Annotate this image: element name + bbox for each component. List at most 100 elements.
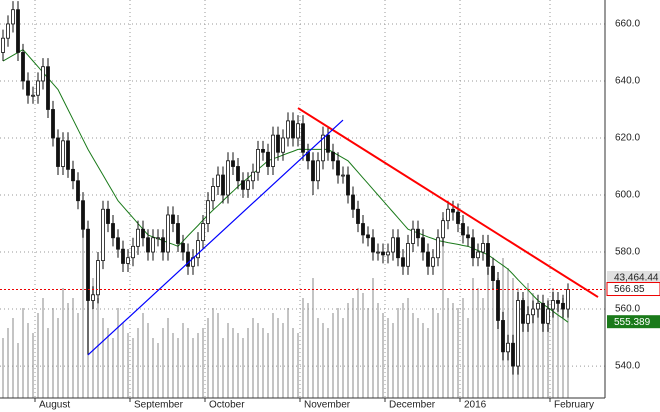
candle-body [376, 251, 380, 254]
candle-body [131, 245, 135, 259]
candle-body [26, 80, 30, 96]
candle-body [351, 194, 355, 210]
candle-body [516, 300, 520, 367]
volume-bar [202, 328, 204, 398]
volume-bar [337, 308, 339, 398]
volume-bar [487, 268, 489, 398]
candle-body [151, 237, 155, 253]
candle-body [491, 265, 495, 281]
volume-bar [477, 288, 479, 398]
candle-body [61, 140, 65, 167]
y-tick-label: 540.0 [615, 361, 640, 372]
volume-bar [412, 313, 414, 398]
x-tick-label: August [39, 400, 70, 411]
candle-body [276, 134, 280, 153]
volume-bar [162, 328, 164, 398]
volume-bar [112, 338, 114, 398]
volume-bar [347, 303, 349, 398]
candle-body [396, 237, 400, 259]
candle-body [366, 234, 370, 239]
candle-body [341, 174, 345, 177]
candle-body [421, 237, 425, 253]
candle-body [66, 140, 70, 170]
volume-bar [557, 303, 559, 398]
candle-body [46, 66, 50, 110]
volume-bar [132, 338, 134, 398]
candle-body [406, 243, 410, 267]
volume-bar [357, 288, 359, 398]
volume-bar [182, 323, 184, 398]
volume-bar [332, 313, 334, 398]
volume-bar [292, 328, 294, 398]
candle-body [536, 302, 540, 310]
volume-bar [482, 298, 484, 398]
candle-body [171, 214, 175, 224]
volume-bar [297, 333, 299, 398]
volume-bar [152, 338, 154, 398]
volume-bar [522, 298, 524, 398]
candle-body [326, 134, 330, 153]
volume-bar [352, 298, 354, 398]
volume-bar [237, 333, 239, 398]
volume-bar [307, 303, 309, 398]
volume-bar [52, 308, 54, 398]
volume-bar [542, 308, 544, 398]
volume-bar [427, 328, 429, 398]
last-close-box [606, 282, 660, 297]
volume-bar [142, 313, 144, 398]
candle-body [211, 186, 215, 202]
volume-bar [497, 278, 499, 398]
candle-body [96, 260, 100, 296]
candle-body [231, 160, 235, 167]
candle-body [446, 208, 450, 222]
volume-bar [17, 343, 19, 398]
candle-body [281, 137, 285, 153]
volume-bar [92, 278, 94, 398]
volume-bar [422, 323, 424, 398]
volume-bar [452, 303, 454, 398]
volume-bar [417, 318, 419, 398]
trend-line [87, 119, 344, 356]
volume-bar [552, 288, 554, 398]
candle-body [381, 251, 385, 256]
candle-body [86, 228, 90, 301]
volume-bar [327, 328, 329, 398]
volume-bar [387, 318, 389, 398]
volume-bar [217, 313, 219, 398]
volume-bar [317, 318, 319, 398]
candle-body [216, 174, 220, 187]
candle-body [361, 223, 365, 236]
volume-bar [457, 308, 459, 398]
candle-body [371, 237, 375, 253]
candle-body [441, 220, 445, 239]
candle-body [101, 208, 105, 261]
volume-bar [227, 323, 229, 398]
volume-bar [192, 338, 194, 398]
candle-body [56, 137, 60, 167]
candle-body [336, 160, 340, 176]
candle-body [356, 208, 360, 224]
candle-body [146, 237, 150, 253]
candle-body [246, 180, 250, 190]
volume-bar [532, 293, 534, 398]
volume-bar [397, 308, 399, 398]
candle-body [556, 300, 560, 304]
candle-body [471, 237, 475, 259]
volume-bar [377, 303, 379, 398]
candle-body [176, 223, 180, 244]
volume-bar [2, 338, 4, 398]
candle-body [311, 160, 315, 182]
candle-body [301, 123, 305, 153]
candle-body [386, 251, 390, 256]
candle-body [521, 300, 525, 324]
candle-body [6, 23, 10, 39]
volume-bar [272, 313, 274, 398]
candle-body [31, 94, 35, 97]
candle-body [136, 228, 140, 247]
volume-bar [492, 288, 494, 398]
volume-bar [42, 298, 44, 398]
volume-bar [157, 343, 159, 398]
volume-bar [242, 338, 244, 398]
volume-bar [122, 323, 124, 398]
x-tick-label: 2016 [464, 400, 487, 411]
